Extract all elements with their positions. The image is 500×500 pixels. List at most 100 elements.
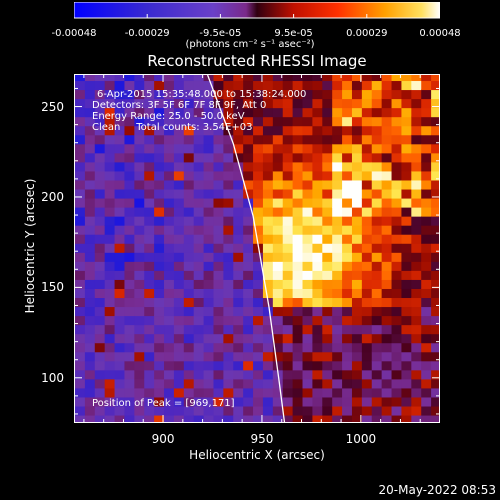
heatmap-cell (183, 161, 195, 172)
heatmap-cell (94, 261, 106, 271)
heatmap-cell (342, 98, 353, 109)
heatmap-cell (272, 143, 284, 154)
heatmap-cell (213, 80, 224, 91)
heatmap-cell (193, 116, 205, 127)
heatmap-cell (371, 143, 383, 154)
heatmap-cell (262, 197, 274, 208)
heatmap-cell (183, 414, 195, 422)
heatmap-cell (154, 387, 165, 398)
heatmap-cell (391, 134, 403, 145)
heatmap-cell (233, 152, 244, 163)
heatmap-cell (322, 252, 333, 262)
heatmap-cell (213, 414, 224, 422)
heatmap-cell (104, 207, 116, 217)
heatmap-cell (332, 116, 343, 127)
heatmap-cell (144, 161, 155, 172)
heatmap-cell (213, 243, 224, 253)
y-tick-label: 250 (41, 99, 64, 114)
heatmap-cell (164, 179, 175, 190)
heatmap-cell (401, 207, 412, 217)
heatmap-cell (223, 143, 234, 154)
heatmap-cell (312, 152, 323, 163)
heatmap-cell (84, 197, 96, 208)
heatmap-cell (94, 378, 106, 389)
heatmap-cell (75, 342, 86, 353)
heatmap-cell (114, 414, 126, 422)
heatmap-cell (351, 414, 363, 422)
heatmap-cell (173, 188, 185, 199)
heatmap-cell (312, 369, 323, 380)
heatmap-cell (342, 170, 353, 181)
heatmap-cell (164, 252, 175, 262)
heatmap-cell (75, 170, 86, 181)
heatmap-cell (193, 80, 205, 91)
heatmap-cell (164, 306, 175, 317)
heatmap-cell (124, 315, 135, 326)
heatmap-cell (114, 107, 126, 118)
heatmap-cell (173, 270, 185, 280)
heatmap-cell (421, 125, 432, 136)
heatmap-cell (114, 396, 126, 407)
heatmap-cell (94, 75, 106, 82)
heatmap-cell (154, 306, 165, 317)
heatmap-cell (322, 234, 333, 244)
heatmap-cell (203, 143, 215, 154)
heatmap-cell (94, 342, 106, 353)
heatmap-cell (94, 89, 106, 100)
heatmap-cell (223, 360, 234, 371)
heatmap-cell (371, 116, 383, 127)
heatmap-cell (371, 378, 383, 389)
heatmap-cell (114, 152, 126, 163)
heatmap-cell (332, 288, 343, 299)
heatmap-cell (302, 324, 314, 335)
heatmap-cell (84, 179, 96, 190)
heatmap-cell (361, 414, 373, 422)
heatmap-cell (282, 378, 294, 389)
heatmap-cell (361, 207, 373, 217)
heatmap-cell (342, 225, 353, 235)
heatmap-cell (243, 369, 254, 380)
heatmap-cell (391, 252, 403, 262)
heatmap-cell (243, 297, 254, 308)
colorbar-units-label: (photons cm⁻² s⁻¹ asec⁻²) (185, 39, 315, 50)
heatmap-cell (431, 134, 439, 145)
heatmap-cell (233, 225, 244, 235)
heatmap-cell (272, 378, 284, 389)
heatmap-cell (223, 116, 234, 127)
y-tick-label: 150 (41, 280, 64, 295)
heatmap-cell (84, 243, 96, 253)
heatmap-cell (282, 98, 294, 109)
heatmap-cell (312, 75, 323, 82)
heatmap-cell (223, 243, 234, 253)
heatmap-cell (361, 75, 373, 82)
heatmap-cell (173, 179, 185, 190)
heatmap-cell (322, 387, 333, 398)
heatmap-cell (351, 288, 363, 299)
heatmap-cell (282, 234, 294, 244)
heatmap-cell (75, 333, 86, 344)
heatmap-cell (272, 89, 284, 100)
heatmap-cell (431, 297, 439, 308)
heatmap-cell (144, 351, 155, 362)
heatmap-cell (75, 297, 86, 308)
heatmap-cell (391, 161, 403, 172)
heatmap-cell (94, 243, 106, 253)
heatmap-cell (272, 134, 284, 145)
heatmap-cell (342, 378, 353, 389)
heatmap-cell (94, 234, 106, 244)
heatmap-cell (272, 152, 284, 163)
heatmap-cell (421, 324, 432, 335)
heatmap-cell (213, 170, 224, 181)
heatmap-cell (342, 152, 353, 163)
heatmap-cell (94, 216, 106, 226)
heatmap-cell (193, 333, 205, 344)
heatmap-cell (154, 107, 165, 118)
heatmap-cell (144, 324, 155, 335)
heatmap-cell (381, 243, 393, 253)
heatmap-cell (431, 170, 439, 181)
heatmap-cell (253, 378, 264, 389)
heatmap-cell (332, 378, 343, 389)
heatmap-cell (302, 80, 314, 91)
heatmap-cell (351, 270, 363, 280)
heatmap-cell (431, 234, 439, 244)
